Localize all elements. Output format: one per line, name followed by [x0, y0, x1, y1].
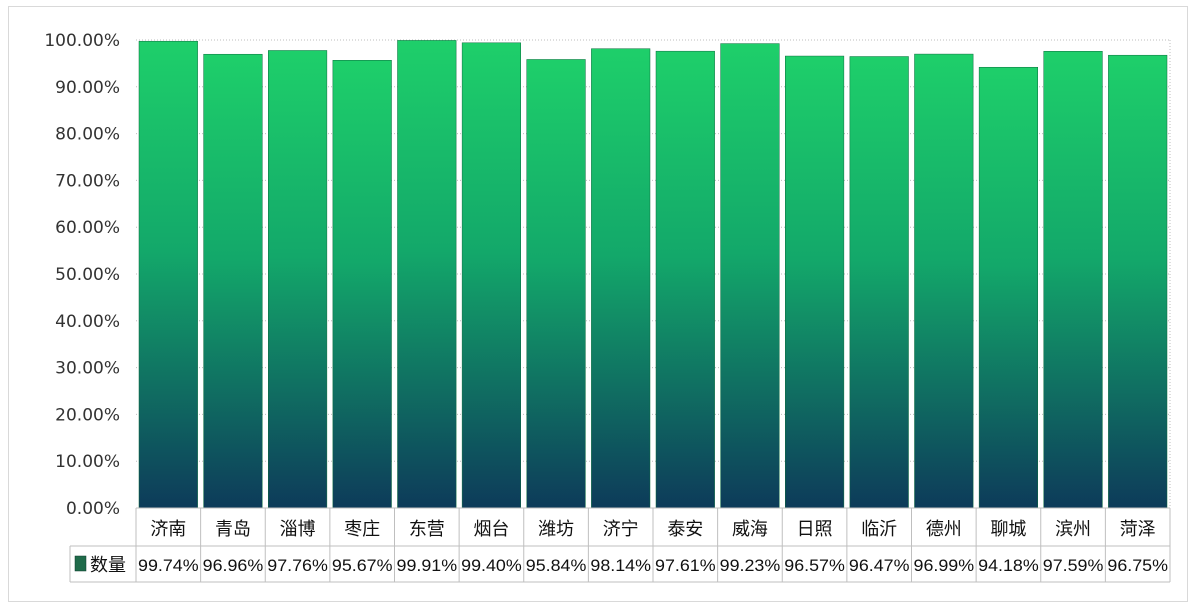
bar-潍坊 [526, 59, 586, 509]
y-tick-label: 90.00% [55, 78, 120, 98]
bar-聊城 [978, 66, 1038, 509]
bar-临沂 [849, 56, 909, 509]
bar-淄博 [268, 50, 328, 509]
bar-济宁 [591, 48, 651, 509]
y-tick-label: 50.00% [55, 265, 120, 285]
bars [138, 40, 1168, 509]
category-label: 临沂 [861, 519, 897, 540]
value-label: 97.76% [267, 556, 328, 575]
value-label: 99.40% [461, 556, 522, 575]
bar-青岛 [203, 53, 263, 509]
data-table: 济南 99.74% 青岛 96.96% 淄博 97.76% 枣庄 95.67% 东营 99.91%… [69, 507, 1171, 583]
bar-菏泽 [1108, 54, 1168, 509]
category-label: 日照 [797, 519, 833, 540]
value-label: 96.75% [1107, 556, 1168, 575]
bar-德州 [914, 53, 974, 509]
category-label: 东营 [409, 519, 445, 540]
bar-威海 [720, 43, 780, 509]
value-label: 99.74% [138, 556, 199, 575]
category-label: 泰安 [667, 519, 703, 540]
value-label: 97.61% [655, 556, 716, 575]
y-tick-label: 100.00% [44, 31, 120, 51]
y-tick-label: 70.00% [55, 171, 120, 191]
category-label: 枣庄 [344, 519, 380, 540]
value-label: 96.57% [784, 556, 845, 575]
legend-key [74, 555, 87, 572]
value-label: 99.23% [720, 556, 781, 575]
legend-series-name: 数量 [90, 555, 126, 576]
category-label: 淄博 [280, 519, 316, 540]
value-label: 95.84% [526, 556, 587, 575]
category-label: 威海 [732, 519, 768, 540]
category-label: 聊城 [990, 519, 1026, 540]
bar-枣庄 [332, 60, 392, 509]
y-tick-label: 40.00% [55, 312, 120, 332]
value-label: 94.18% [978, 556, 1039, 575]
category-label: 青岛 [215, 519, 251, 540]
y-tick-label: 80.00% [55, 125, 120, 145]
category-label: 潍坊 [538, 519, 574, 540]
category-label: 济宁 [603, 519, 639, 540]
category-label: 菏泽 [1120, 519, 1156, 540]
category-label: 烟台 [473, 519, 509, 540]
bar-滨州 [1043, 51, 1103, 509]
y-axis-ticks: 0.00% 10.00% 20.00% 30.00% 40.00% 50.00% 60.00… [44, 31, 120, 519]
y-tick-label: 0.00% [66, 499, 120, 519]
value-label: 96.47% [849, 556, 910, 575]
y-tick-label: 20.00% [55, 405, 120, 425]
value-label: 98.14% [590, 556, 651, 575]
bar-济南 [138, 40, 198, 509]
value-label: 99.91% [397, 556, 458, 575]
category-label: 滨州 [1055, 519, 1091, 540]
bar-东营 [397, 40, 457, 509]
y-tick-label: 30.00% [55, 359, 120, 379]
category-label: 济南 [150, 519, 186, 540]
bar-日照 [785, 55, 845, 509]
value-label: 96.99% [914, 556, 975, 575]
bar-泰安 [655, 50, 715, 509]
value-label: 95.67% [332, 556, 393, 575]
category-label: 德州 [926, 519, 962, 540]
y-tick-label: 60.00% [55, 218, 120, 238]
value-label: 96.96% [203, 556, 264, 575]
value-label: 97.59% [1043, 556, 1104, 575]
bar-烟台 [461, 42, 521, 509]
y-tick-label: 10.00% [55, 452, 120, 472]
